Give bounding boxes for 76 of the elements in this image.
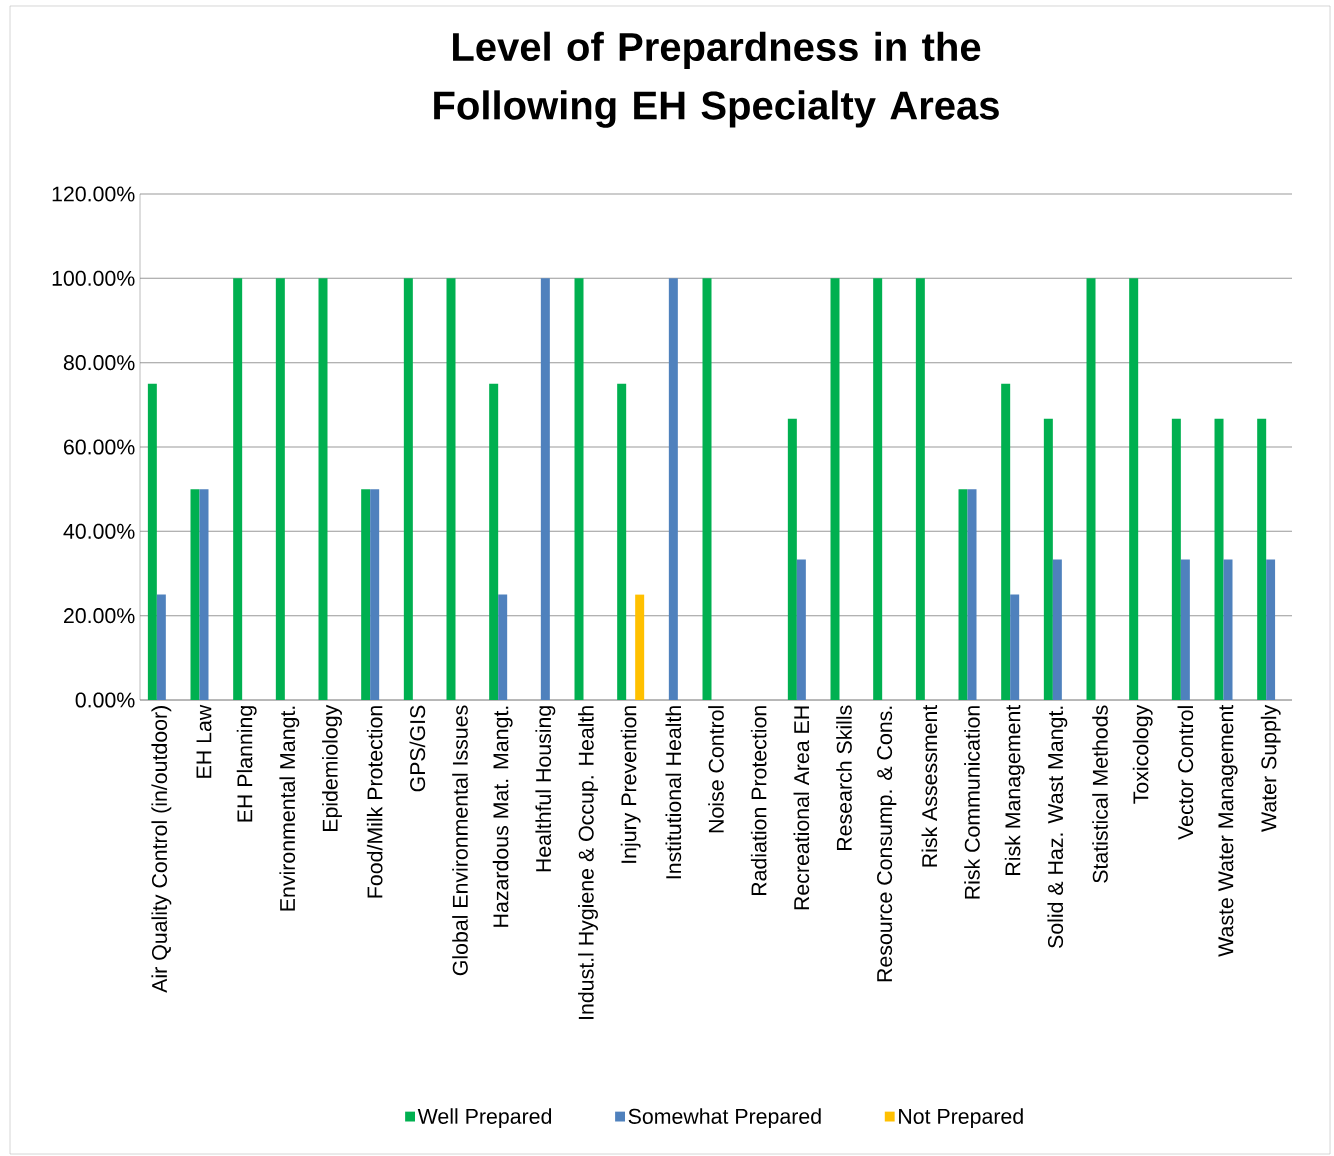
x-tick-label: Solid & Haz. Wast Mangt. [1047, 706, 1068, 948]
x-tick-label: Risk Assessment [921, 704, 938, 867]
bar [702, 278, 712, 700]
bar [1214, 418, 1224, 700]
x-tick-label: Epidemiology [322, 704, 342, 832]
x-tick-label: Waste Water Management [1218, 704, 1238, 957]
bar [361, 489, 371, 700]
y-tick-label: 80.00% [63, 355, 135, 371]
bar [540, 278, 550, 700]
bar [635, 594, 645, 700]
x-tick-label: EH Law [196, 704, 212, 778]
bar [617, 383, 627, 700]
x-tick-label: Food/Milk Protection [366, 706, 383, 898]
bar [1043, 418, 1053, 700]
bar [156, 594, 166, 700]
x-tick-label: Healthful Housing [535, 706, 556, 872]
bar [796, 559, 806, 700]
bar [190, 489, 200, 700]
x-tick-label: Risk Communication [964, 706, 980, 899]
bar [668, 278, 678, 700]
x-tick-label: Radiation Protection [750, 706, 767, 896]
bar [1086, 278, 1096, 700]
bar [574, 278, 584, 700]
bar [147, 383, 157, 700]
x-tick-label: Hazardous Mat. Mangt. [492, 706, 513, 927]
bar [489, 383, 499, 700]
y-tick-label: 40.00% [63, 523, 135, 539]
bar [1171, 418, 1181, 700]
x-tick-label: GPS/GIS [409, 705, 426, 792]
bar [403, 278, 413, 700]
y-tick-label: 120.00% [52, 186, 135, 202]
legend-label: Somewhat Prepared [628, 1108, 821, 1129]
bar [873, 278, 883, 700]
x-tick-label: Recreational Area EH [793, 706, 810, 910]
chart-title: Level of Prepardness in the Following EH Specialty Areas [434, 31, 999, 128]
y-tick-label: 0.00% [75, 692, 135, 708]
bar [1001, 383, 1011, 700]
x-tick-label: Vector Control [1177, 706, 1194, 840]
bar [830, 278, 840, 700]
bar [199, 489, 209, 700]
x-tick-label: Indust.l Hygiene & Occup. Health [578, 706, 598, 1019]
x-tick-label: Global Environmental Issues [452, 705, 468, 976]
bar [1010, 594, 1020, 700]
bar [1129, 278, 1139, 700]
y-tick-label: 20.00% [64, 608, 135, 624]
bar [1180, 559, 1190, 700]
bar [275, 278, 285, 700]
x-tick-label: Institutional Health [665, 706, 682, 879]
legend-label: Well Prepared [417, 1108, 552, 1129]
legend-label: Not Prepared [899, 1108, 1023, 1129]
x-tick-label: Injury Prevention [620, 706, 641, 863]
x-tick-label: Water Supply [1260, 704, 1281, 832]
bar [1266, 559, 1276, 700]
x-tick-label: EH Planning [236, 706, 257, 822]
bar [318, 278, 328, 700]
bar [915, 278, 925, 700]
x-tick-label: Research Skills [836, 705, 852, 850]
x-tick-label: Noise Control [708, 706, 724, 833]
bar [1257, 418, 1267, 700]
x-tick-label: Toxicology [1132, 704, 1153, 804]
bar [370, 489, 380, 700]
y-tick-label: 60.00% [64, 439, 135, 455]
bar [1052, 559, 1062, 700]
bar [967, 489, 977, 700]
x-tick-label: Air Quality Control (in/outdoor) [151, 706, 172, 993]
y-tick-label: 100.00% [52, 270, 135, 286]
bar [958, 489, 968, 700]
bar [446, 278, 456, 700]
x-tick-label: Resource Consump. & Cons. [877, 706, 897, 982]
bar [233, 278, 243, 700]
x-tick-label: Risk Management [1004, 704, 1025, 875]
x-tick-label: Environmental Mangt. [279, 706, 300, 911]
bar [787, 418, 797, 700]
bar [1223, 559, 1233, 700]
x-tick-label: Statistical Methods [1092, 705, 1108, 883]
bar [498, 594, 508, 700]
